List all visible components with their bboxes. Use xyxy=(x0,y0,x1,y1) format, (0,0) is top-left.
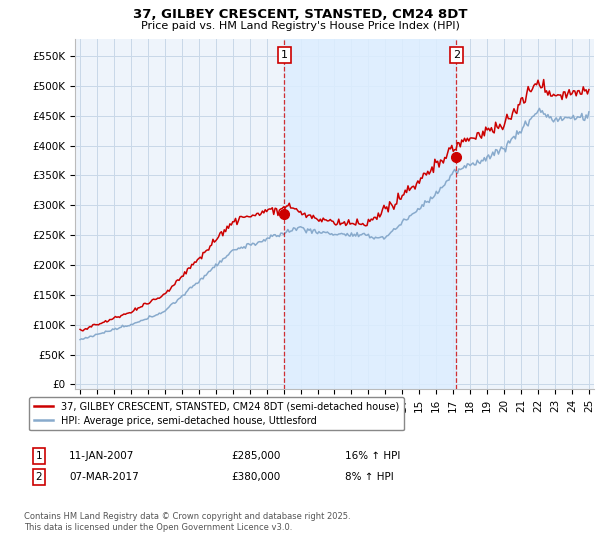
Text: 8% ↑ HPI: 8% ↑ HPI xyxy=(345,472,394,482)
Text: £285,000: £285,000 xyxy=(231,451,280,461)
Text: Contains HM Land Registry data © Crown copyright and database right 2025.
This d: Contains HM Land Registry data © Crown c… xyxy=(24,512,350,532)
Text: £380,000: £380,000 xyxy=(231,472,280,482)
Bar xyxy=(284,39,456,389)
Text: 07-MAR-2017: 07-MAR-2017 xyxy=(69,472,139,482)
Text: 16% ↑ HPI: 16% ↑ HPI xyxy=(345,451,400,461)
Text: 1: 1 xyxy=(281,50,288,60)
Text: 2: 2 xyxy=(453,50,460,60)
Text: Price paid vs. HM Land Registry's House Price Index (HPI): Price paid vs. HM Land Registry's House … xyxy=(140,21,460,31)
Text: 11-JAN-2007: 11-JAN-2007 xyxy=(69,451,134,461)
Text: 1: 1 xyxy=(35,451,43,461)
Legend: 37, GILBEY CRESCENT, STANSTED, CM24 8DT (semi-detached house), HPI: Average pric: 37, GILBEY CRESCENT, STANSTED, CM24 8DT … xyxy=(29,397,404,431)
Text: 37, GILBEY CRESCENT, STANSTED, CM24 8DT: 37, GILBEY CRESCENT, STANSTED, CM24 8DT xyxy=(133,8,467,21)
Text: 2: 2 xyxy=(35,472,43,482)
